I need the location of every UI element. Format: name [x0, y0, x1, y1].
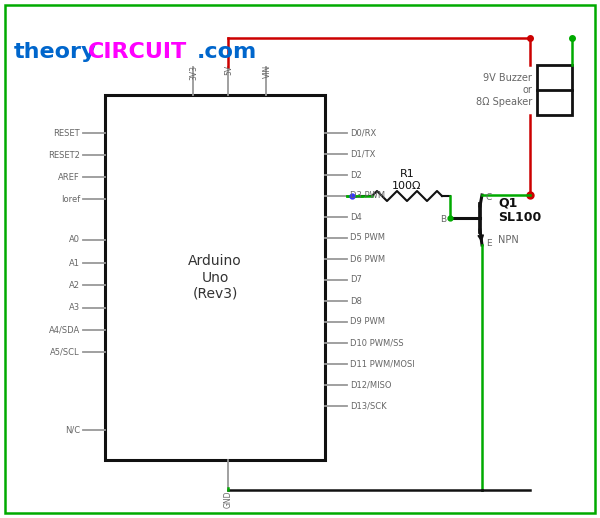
- Text: 3V3: 3V3: [190, 65, 199, 80]
- Text: D13/SCK: D13/SCK: [350, 401, 386, 410]
- Text: C: C: [486, 193, 492, 202]
- Text: D9 PWM: D9 PWM: [350, 318, 385, 326]
- Text: A4/SDA: A4/SDA: [49, 325, 80, 335]
- Text: A0: A0: [69, 236, 80, 244]
- Text: D5 PWM: D5 PWM: [350, 234, 385, 242]
- Text: 5V: 5V: [224, 65, 233, 75]
- Text: A3: A3: [69, 304, 80, 312]
- Text: D0/RX: D0/RX: [350, 128, 376, 137]
- Text: AREF: AREF: [58, 172, 80, 181]
- Text: Ioref: Ioref: [61, 194, 80, 204]
- Text: NPN: NPN: [498, 235, 519, 245]
- Text: D3 PWM: D3 PWM: [350, 192, 385, 200]
- Text: D2: D2: [350, 170, 362, 180]
- Text: Arduino
Uno
(Rev3): Arduino Uno (Rev3): [188, 254, 242, 301]
- Text: RESET: RESET: [53, 128, 80, 137]
- Text: RESET2: RESET2: [48, 151, 80, 160]
- Text: D1/TX: D1/TX: [350, 150, 376, 159]
- Text: A5/SCL: A5/SCL: [50, 348, 80, 356]
- Text: .com: .com: [197, 42, 257, 62]
- Text: A1: A1: [69, 258, 80, 267]
- Text: B: B: [440, 215, 446, 224]
- Text: theory: theory: [14, 42, 97, 62]
- Text: D8: D8: [350, 296, 362, 306]
- Text: R1
100Ω: R1 100Ω: [392, 169, 422, 191]
- Text: N/C: N/C: [65, 425, 80, 435]
- Text: Q1
SL100: Q1 SL100: [498, 196, 541, 224]
- Text: VIN: VIN: [263, 65, 271, 78]
- Text: 9V Buzzer
or
8Ω Speaker: 9V Buzzer or 8Ω Speaker: [476, 74, 532, 107]
- Bar: [105, 95, 325, 460]
- Text: A2: A2: [69, 281, 80, 290]
- Text: D10 PWM/SS: D10 PWM/SS: [350, 338, 404, 348]
- Text: D4: D4: [350, 212, 362, 222]
- Text: D7: D7: [350, 276, 362, 284]
- Bar: [537, 65, 572, 115]
- Text: D6 PWM: D6 PWM: [350, 254, 385, 264]
- Text: CIRCUIT: CIRCUIT: [88, 42, 187, 62]
- Text: D12/MISO: D12/MISO: [350, 381, 392, 390]
- Text: D11 PWM/MOSI: D11 PWM/MOSI: [350, 359, 415, 368]
- Text: E: E: [486, 238, 491, 248]
- Text: GND: GND: [223, 490, 233, 508]
